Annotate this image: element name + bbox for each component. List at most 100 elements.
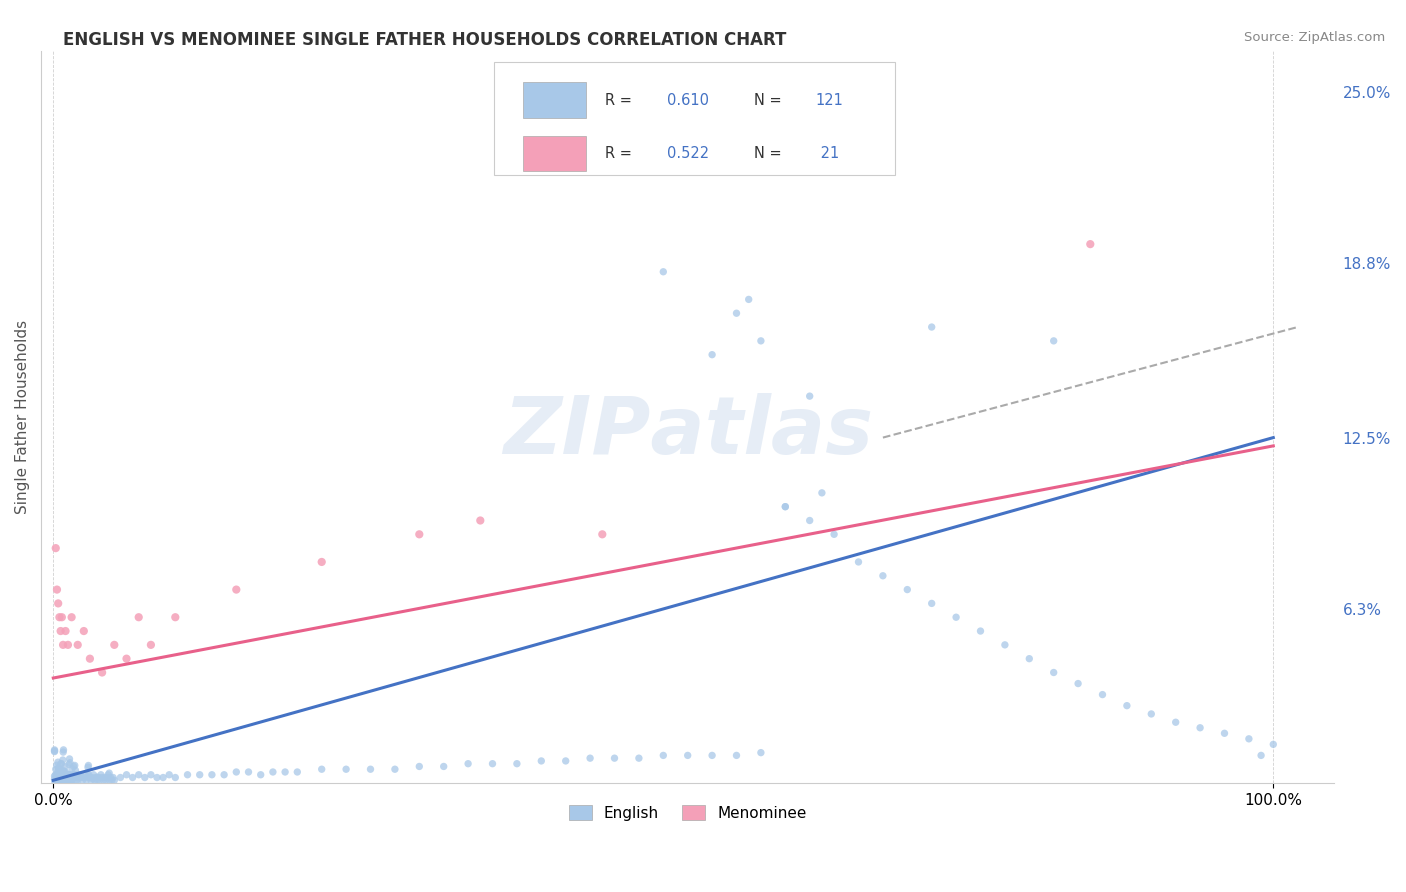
Point (360, 762, 382, 776)
Point (46, 771, 69, 785)
Point (134, 771, 156, 785)
Point (591, 527, 613, 541)
Point (60, 772, 83, 786)
Point (311, 762, 333, 776)
Point (58, 771, 80, 785)
Text: 0.522: 0.522 (666, 145, 709, 161)
Point (73, 624, 96, 638)
Point (86, 770, 108, 784)
Point (73, 771, 96, 785)
Point (1237, 731, 1260, 746)
Point (55, 768, 77, 782)
Point (146, 771, 169, 785)
Point (506, 756, 529, 771)
Point (51, 771, 73, 785)
Point (58, 757, 80, 772)
Point (115, 651, 138, 665)
Point (725, 306, 748, 320)
Point (56, 767, 79, 781)
Point (96, 771, 118, 785)
Point (62, 759, 84, 773)
Point (91, 665, 114, 680)
Point (75, 773, 97, 788)
Text: 0.610: 0.610 (666, 93, 709, 108)
Point (49, 775, 72, 789)
Point (238, 764, 260, 779)
Point (93, 771, 115, 785)
Point (1263, 737, 1285, 751)
Point (433, 759, 456, 773)
Point (627, 751, 650, 765)
Point (152, 771, 174, 785)
Point (49, 772, 72, 787)
Bar (523, 82, 585, 118)
Point (80, 773, 103, 788)
Point (52, 764, 75, 779)
Text: 121: 121 (815, 93, 844, 108)
Point (48, 764, 70, 779)
Point (58, 768, 80, 782)
Point (48, 764, 70, 779)
Point (51, 765, 73, 780)
Point (84, 771, 107, 785)
Point (51, 771, 73, 785)
Point (1164, 715, 1187, 730)
Point (103, 638, 125, 652)
Point (55, 771, 77, 785)
Point (51, 769, 73, 783)
Point (470, 514, 492, 528)
Point (60, 773, 83, 788)
Point (46, 771, 69, 785)
Point (56, 768, 79, 782)
Point (44, 772, 66, 786)
Text: 21: 21 (815, 145, 839, 161)
Point (62, 770, 84, 784)
Point (66, 771, 89, 785)
Point (69, 768, 91, 782)
Point (59, 768, 82, 782)
Point (56, 773, 79, 788)
Point (82, 771, 104, 785)
Point (994, 638, 1017, 652)
Point (799, 389, 821, 403)
Point (67, 771, 90, 785)
Point (311, 555, 333, 569)
Point (921, 320, 943, 334)
Point (48, 771, 70, 785)
Y-axis label: Single Father Households: Single Father Households (15, 320, 30, 514)
Point (969, 624, 991, 638)
Point (53, 773, 76, 788)
Point (52, 753, 75, 767)
Point (65, 773, 87, 788)
Point (51, 775, 73, 789)
Point (89, 773, 111, 788)
Point (49, 757, 72, 772)
Point (52, 745, 75, 759)
Point (55, 764, 77, 779)
Point (249, 768, 271, 782)
Point (103, 773, 125, 788)
Point (51, 764, 73, 778)
Point (60, 773, 83, 788)
Point (157, 768, 180, 782)
Text: ZIP​atlas: ZIP​atlas (502, 392, 873, 470)
Text: R =: R = (605, 145, 637, 161)
Point (94, 773, 117, 788)
Point (49, 772, 72, 786)
Point (48, 610, 70, 624)
Point (212, 768, 235, 782)
Point (77, 760, 100, 774)
Point (51, 610, 73, 624)
Point (1115, 698, 1137, 713)
Text: ENGLISH VS MENOMINEE SINGLE FATHER HOUSEHOLDS CORRELATION CHART: ENGLISH VS MENOMINEE SINGLE FATHER HOUSE… (63, 31, 786, 49)
Point (579, 751, 602, 765)
Point (700, 348, 723, 362)
Point (53, 759, 76, 773)
Point (115, 768, 138, 782)
Text: N =: N = (754, 145, 786, 161)
Point (55, 624, 77, 638)
Point (76, 771, 98, 785)
Point (121, 771, 143, 785)
Point (49, 624, 72, 638)
Text: N =: N = (754, 93, 786, 108)
